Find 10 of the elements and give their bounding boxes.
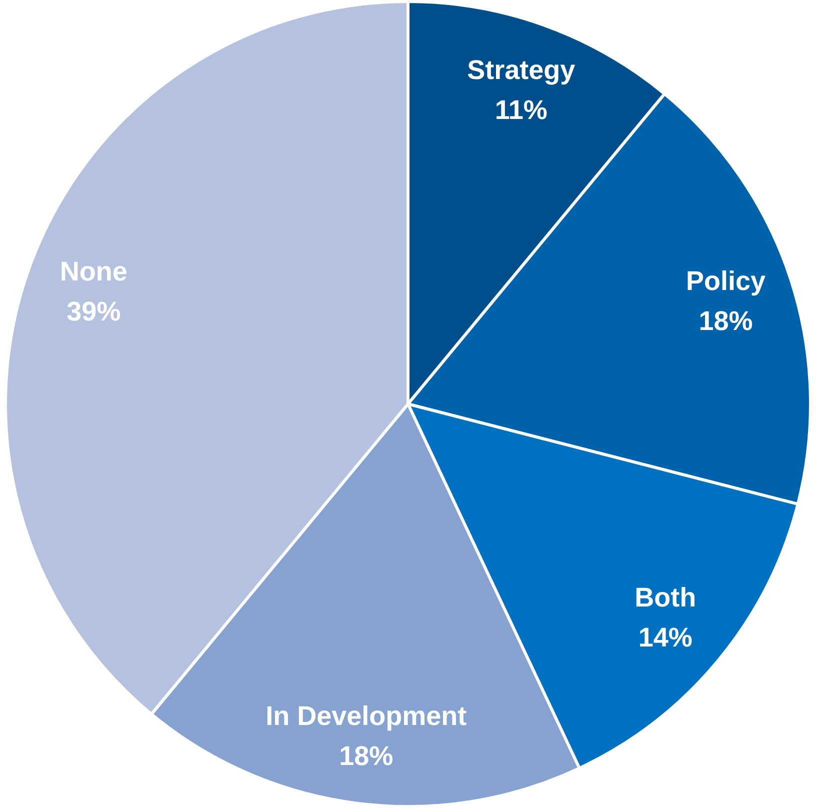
data-label: 18% xyxy=(339,740,394,771)
slice-label: None xyxy=(60,256,128,286)
slice-label: Both xyxy=(634,582,696,612)
slice-label: Strategy xyxy=(467,55,576,86)
data-label: 18% xyxy=(698,306,753,336)
slice-label: In Development xyxy=(266,700,467,731)
data-label: 39% xyxy=(66,296,121,326)
data-label: 11% xyxy=(494,95,548,126)
data-label: 14% xyxy=(638,622,692,652)
slice-label: Policy xyxy=(686,266,766,296)
